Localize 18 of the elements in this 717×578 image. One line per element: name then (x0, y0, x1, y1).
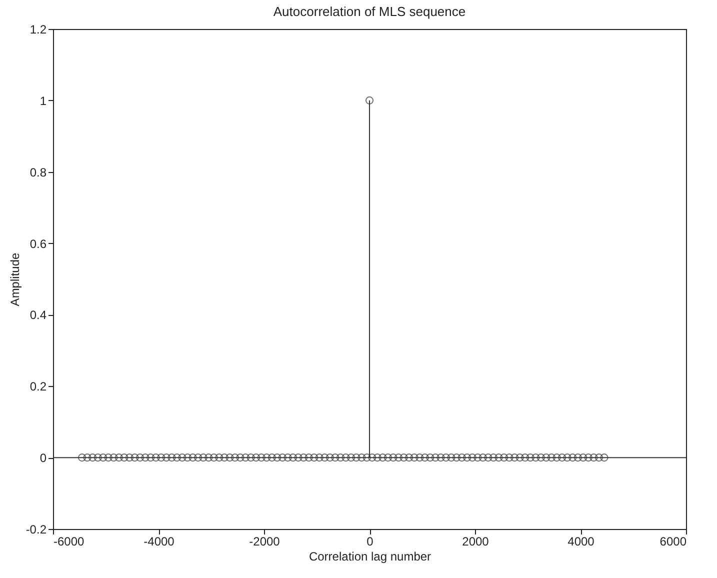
chart-title: Autocorrelation of MLS sequence (273, 4, 466, 19)
y-tick-label: 0.4 (30, 308, 47, 322)
x-tick-label: 6000 (660, 534, 687, 548)
x-tick-label: -6000 (54, 534, 85, 548)
y-tick-label: 1 (40, 94, 47, 108)
x-tick-label: 2000 (462, 534, 490, 548)
y-tick-label: 1.2 (30, 22, 47, 36)
x-tick-label: -4000 (144, 534, 175, 548)
y-tick-label: 0.6 (30, 236, 47, 251)
y-tick-label: 0.2 (30, 380, 47, 394)
x-tick-label: 0 (366, 534, 374, 548)
y-axis-title: Amplitude (8, 252, 22, 306)
y-tick-label: -0.2 (26, 522, 47, 536)
x-axis-title: Correlation lag number (308, 550, 432, 564)
x-tick-label: -2000 (249, 534, 280, 548)
x-tick-label: 4000 (568, 534, 595, 548)
y-tick-label: 0.8 (30, 165, 47, 180)
y-tick-label: 0 (40, 451, 47, 466)
